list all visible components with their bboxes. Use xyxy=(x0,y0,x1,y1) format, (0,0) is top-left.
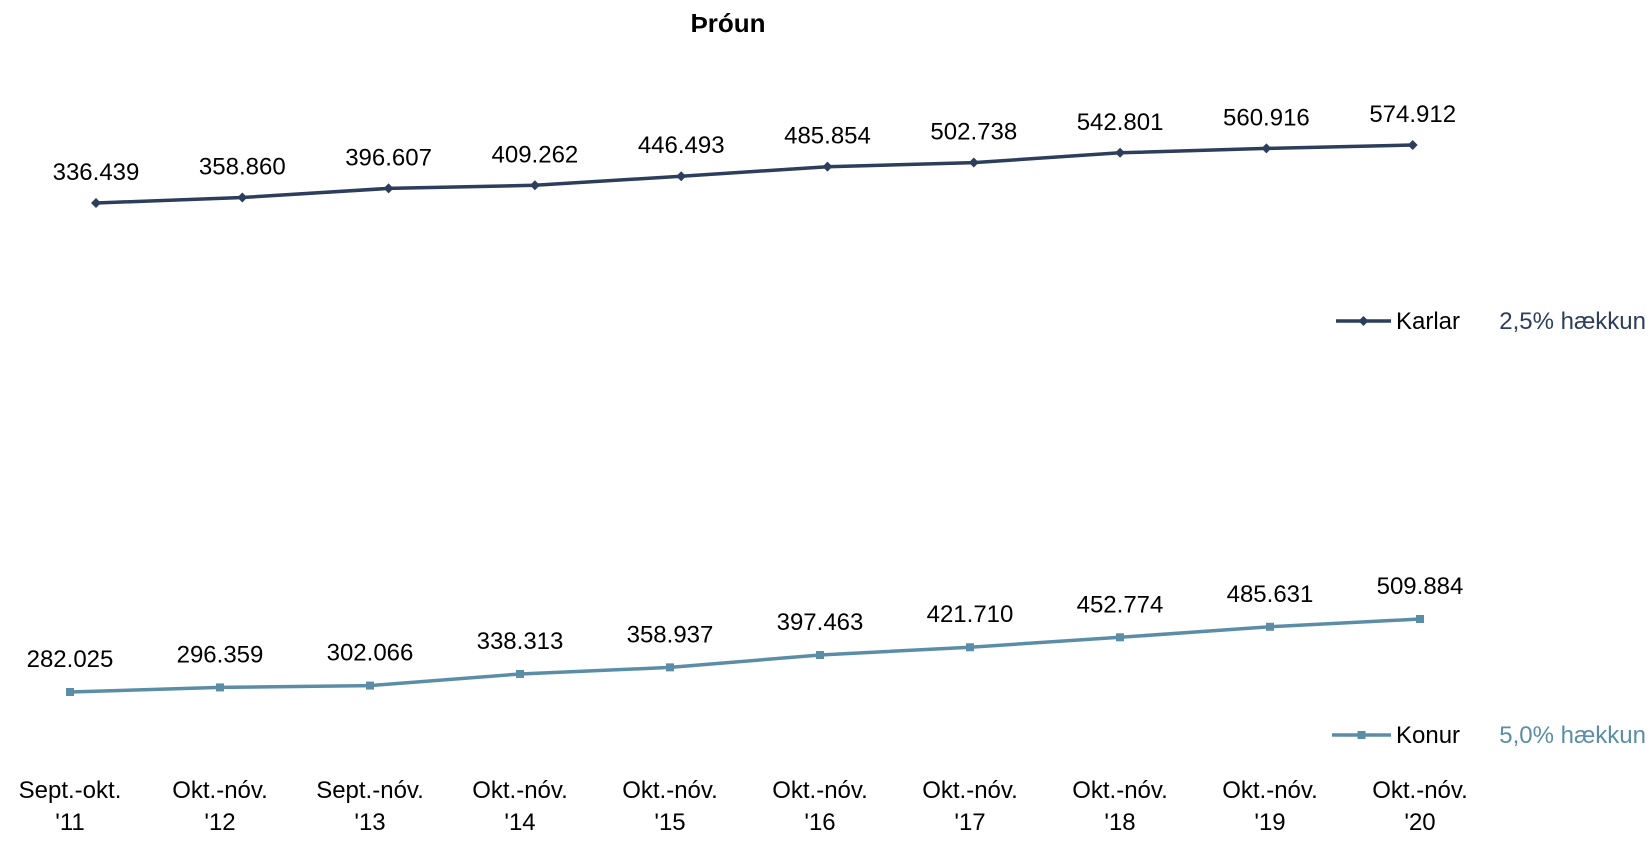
legend-item-karlar: Karlar 2,5% hækkun xyxy=(1336,308,1646,335)
data-point xyxy=(237,192,248,203)
legend: Karlar 2,5% hækkun Konur 5,0% hækkun xyxy=(1332,308,1646,749)
data-point xyxy=(816,651,824,660)
data-point xyxy=(1116,633,1124,642)
data-label: 542.801 xyxy=(1077,109,1164,136)
legend-label: Konur xyxy=(1396,722,1460,749)
tick-label-line2: '17 xyxy=(954,809,985,836)
data-label: 358.937 xyxy=(627,621,714,648)
data-point xyxy=(366,681,374,690)
data-label: 485.854 xyxy=(784,123,871,150)
series-karlar: 336.439 358.860 396.607 409.262 446.493 485.8… xyxy=(53,101,1456,208)
data-point xyxy=(383,183,394,194)
data-label: 358.860 xyxy=(199,154,286,181)
tick-label-line1: Sept.-okt. xyxy=(19,777,122,804)
data-point xyxy=(1261,143,1272,154)
x-tick-label: Okt.-nóv. '19 xyxy=(1222,777,1318,836)
data-point xyxy=(1266,622,1274,631)
tick-label-line2: '11 xyxy=(55,809,85,836)
tick-label-line2: '16 xyxy=(804,809,835,836)
tick-label-line1: Okt.-nóv. xyxy=(1222,777,1318,804)
data-point xyxy=(676,171,687,182)
legend-item-konur: Konur 5,0% hækkun xyxy=(1332,722,1646,749)
data-label: 421.710 xyxy=(927,601,1014,628)
legend-note: 5,0% hækkun xyxy=(1499,722,1646,749)
x-tick-label: Okt.-nóv. '18 xyxy=(1072,777,1168,836)
data-point xyxy=(966,643,974,652)
series-line xyxy=(95,143,1413,205)
tick-label-line1: Okt.-nóv. xyxy=(172,777,268,804)
x-axis-tick-labels: Sept.-okt. '11 Okt.-nóv. '12 Sept.-nóv. '13 Ok… xyxy=(19,777,1468,836)
tick-label-line2: '19 xyxy=(1254,809,1285,836)
tick-label-line1: Okt.-nóv. xyxy=(1372,777,1468,804)
data-point xyxy=(968,157,979,168)
tick-label-line1: Okt.-nóv. xyxy=(472,777,568,804)
tick-label-line2: '20 xyxy=(1404,809,1435,836)
series-line xyxy=(69,617,1421,694)
data-label: 397.463 xyxy=(777,609,864,636)
series-layer: 336.439 358.860 396.607 409.262 446.493 485.8… xyxy=(27,101,1464,696)
x-tick-label: Okt.-nóv. '16 xyxy=(772,777,868,836)
legend-note: 2,5% hækkun xyxy=(1499,308,1646,335)
data-label: 446.493 xyxy=(638,132,725,159)
x-tick-label: Okt.-nóv. '12 xyxy=(172,777,268,836)
tick-label-line1: Okt.-nóv. xyxy=(772,777,868,804)
data-point xyxy=(216,683,224,692)
data-label: 452.774 xyxy=(1077,591,1164,618)
tick-label-line1: Sept.-nóv. xyxy=(316,777,424,804)
data-point xyxy=(1416,615,1424,623)
legend-marker xyxy=(1357,731,1366,739)
data-point xyxy=(1407,140,1418,150)
x-tick-label: Okt.-nóv. '17 xyxy=(922,777,1018,836)
tick-label-line2: '18 xyxy=(1104,809,1135,836)
series-konur: 282.025 296.359 302.066 338.313 358.937 397.4… xyxy=(27,573,1464,696)
data-label: 409.262 xyxy=(492,141,579,168)
data-label: 396.607 xyxy=(345,144,432,171)
data-point xyxy=(529,180,540,191)
data-point xyxy=(1115,147,1126,158)
data-label: 336.439 xyxy=(53,159,140,186)
tick-label-line2: '15 xyxy=(654,809,685,836)
data-label: 560.916 xyxy=(1223,104,1310,131)
data-label: 574.912 xyxy=(1369,101,1456,128)
x-tick-label: Okt.-nóv. '14 xyxy=(472,777,568,836)
tick-label-line2: '14 xyxy=(504,809,535,836)
data-label: 485.631 xyxy=(1227,581,1314,608)
tick-label-line1: Okt.-nóv. xyxy=(622,777,718,804)
x-tick-label: Sept.-okt. '11 xyxy=(19,777,122,836)
x-tick-label: Okt.-nóv. '15 xyxy=(622,777,718,836)
chart-title: Þróun xyxy=(690,8,765,38)
data-label: 302.066 xyxy=(327,640,414,667)
data-point xyxy=(822,161,833,172)
data-label: 502.738 xyxy=(930,119,1017,146)
data-label: 282.025 xyxy=(27,646,114,673)
data-label: 338.313 xyxy=(477,628,564,655)
x-tick-label: Sept.-nóv. '13 xyxy=(316,777,424,836)
data-point xyxy=(66,688,74,696)
data-point xyxy=(516,669,524,678)
legend-label: Karlar xyxy=(1396,308,1460,335)
data-label: 296.359 xyxy=(177,641,264,668)
x-tick-label: Okt.-nóv. '20 xyxy=(1372,777,1468,836)
data-point xyxy=(666,663,674,672)
tick-label-line1: Okt.-nóv. xyxy=(922,777,1018,804)
tick-label-line1: Okt.-nóv. xyxy=(1072,777,1168,804)
tick-label-line2: '13 xyxy=(354,809,385,836)
data-label: 509.884 xyxy=(1377,573,1464,600)
tick-label-line2: '12 xyxy=(204,809,235,836)
data-point xyxy=(91,198,101,208)
legend-marker xyxy=(1358,316,1369,326)
